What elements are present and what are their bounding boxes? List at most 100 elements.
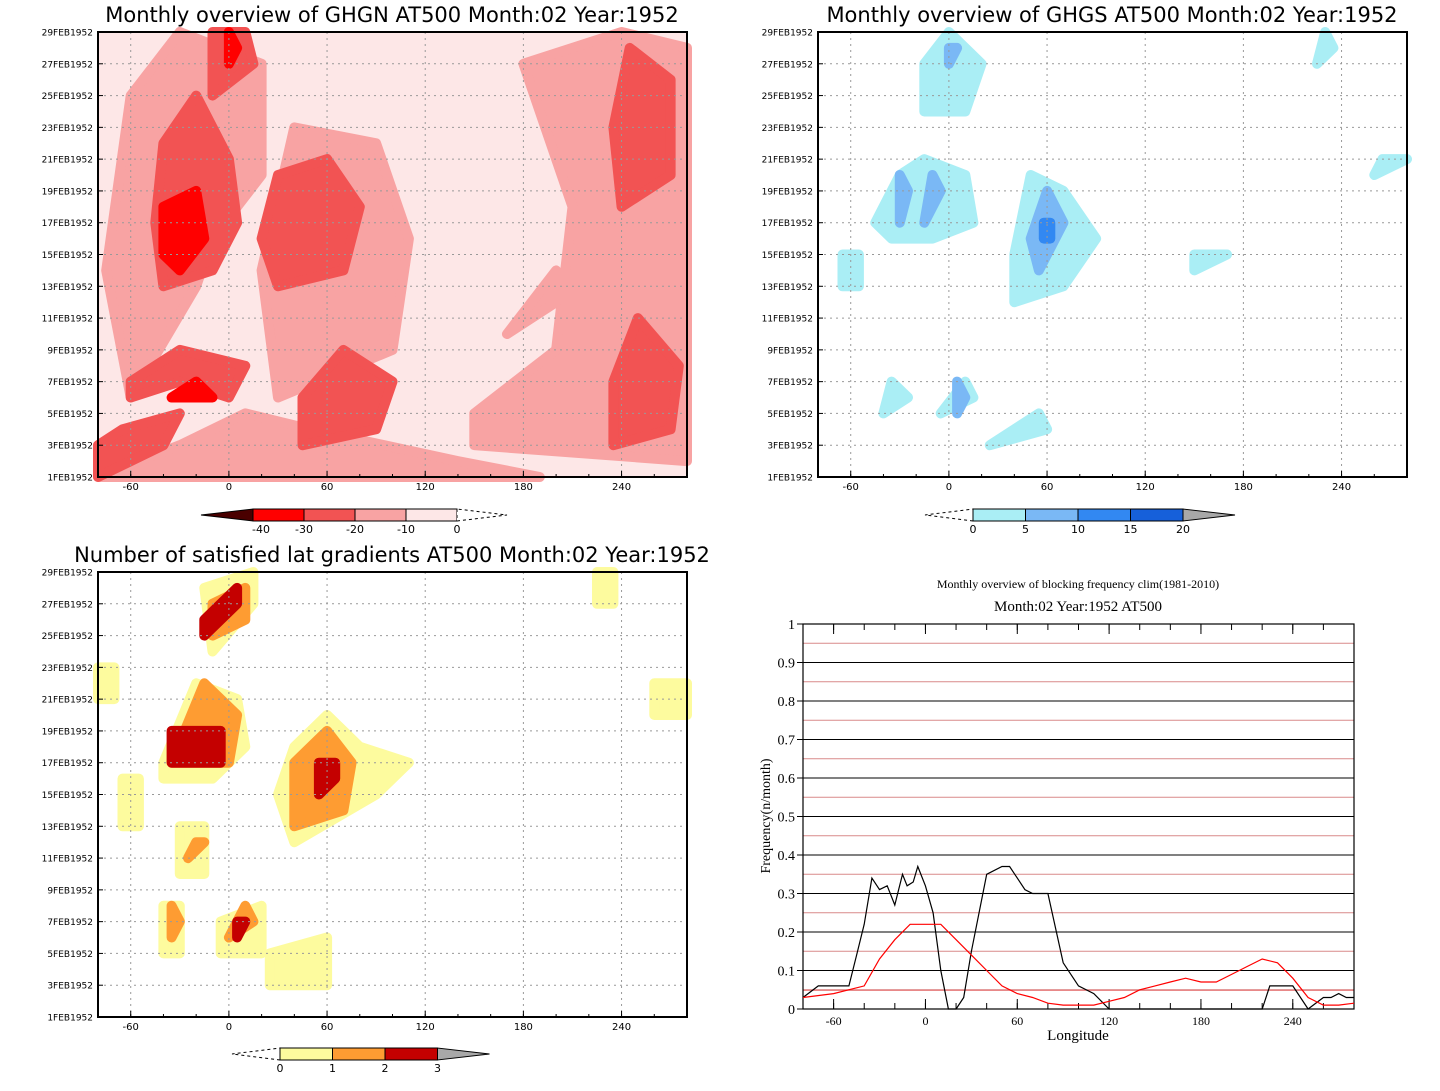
colorbar-swatch: [1025, 508, 1079, 522]
x-tick-label: 240: [612, 1022, 631, 1033]
contour-region: [984, 408, 1053, 451]
y-tick-label: 21FEB1952: [42, 156, 93, 166]
colorbar-label: 20: [1176, 523, 1190, 536]
panel-title: Number of satisfied lat gradients AT500 …: [74, 543, 710, 567]
x-tick-label: 0: [946, 482, 952, 493]
y-tick-label: 1: [788, 618, 795, 633]
x-tick-label: 60: [321, 482, 334, 493]
colorbar-arrow-high: [1182, 508, 1236, 522]
contour-region: [158, 185, 210, 276]
y-tick-label: 7FEB1952: [767, 378, 813, 388]
y-tick-label: 3FEB1952: [767, 442, 813, 452]
y-tick-label: 15FEB1952: [42, 791, 93, 801]
y-tick-label: 21FEB1952: [42, 696, 93, 706]
contour-region: [592, 567, 619, 609]
x-tick-label: 0: [226, 482, 232, 493]
colorbar-swatch: [972, 508, 1026, 522]
x-tick-label: 120: [1136, 482, 1155, 493]
colorbar-swatch: [1077, 508, 1131, 522]
contour-region: [1312, 27, 1339, 69]
y-tick-label: 19FEB1952: [42, 187, 93, 197]
contour-region: [166, 900, 185, 943]
y-tick-label: 27FEB1952: [42, 60, 93, 70]
y-tick-label: 19FEB1952: [762, 187, 813, 197]
colorbar-arrow-high: [437, 1047, 490, 1061]
y-tick-label: 25FEB1952: [762, 92, 813, 102]
y-tick-label: 25FEB1952: [42, 92, 93, 102]
panel-title: Monthly overview of GHGS AT500 Month:02 …: [826, 3, 1397, 27]
colorbar-swatch: [354, 508, 407, 522]
y-tick-label: 7FEB1952: [47, 378, 93, 388]
x-tick-label: 60: [1041, 482, 1054, 493]
y-tick-label: 13FEB1952: [42, 823, 93, 833]
chart-subtitle: Month:02 Year:1952 AT500: [994, 599, 1162, 615]
colorbar-arrow-low: [231, 1047, 281, 1061]
y-tick-label: 15FEB1952: [42, 251, 93, 261]
y-tick-label: 23FEB1952: [42, 124, 93, 134]
y-tick-label: 1FEB1952: [767, 474, 813, 484]
y-tick-label: 3FEB1952: [47, 442, 93, 452]
contour-region: [223, 27, 243, 69]
x-tick-label: 240: [1332, 482, 1351, 493]
colorbar-swatch: [303, 508, 356, 522]
x-tick-label: 0: [922, 1014, 928, 1028]
contour-region: [183, 837, 210, 864]
x-tick-label: 120: [416, 1022, 435, 1033]
panel-blocking-frequency: Monthly overview of blocking frequency c…: [759, 577, 1355, 1044]
colorbar-label: 5: [1022, 523, 1029, 536]
y-axis-label: Frequency(n/month): [759, 758, 774, 873]
y-tick-label: 17FEB1952: [762, 219, 813, 229]
y-tick-label: 5FEB1952: [767, 410, 813, 420]
y-tick-label: 17FEB1952: [42, 219, 93, 229]
y-tick-label: 13FEB1952: [42, 283, 93, 293]
colorbar-label: -40: [252, 523, 270, 536]
y-tick-label: 0.4: [778, 849, 796, 864]
y-tick-label: 3FEB1952: [47, 982, 93, 992]
colorbar-swatch: [252, 508, 305, 522]
y-tick-label: 9FEB1952: [767, 346, 813, 356]
y-tick-label: 25FEB1952: [42, 632, 93, 642]
contour-region: [93, 662, 120, 705]
y-tick-label: 0: [788, 1003, 795, 1018]
panel-ghgn: Monthly overview of GHGN AT500 Month:02 …: [42, 3, 692, 536]
x-tick-label: -60: [123, 1022, 139, 1033]
colorbar-swatch: [1130, 508, 1184, 522]
x-tick-label: 240: [1284, 1014, 1302, 1028]
series-line-black: [802, 864, 1354, 1010]
y-tick-label: 0.1: [778, 965, 796, 980]
colorbar-swatch: [279, 1047, 333, 1061]
colorbar-label: 3: [434, 1062, 441, 1075]
y-tick-label: 0.6: [778, 772, 796, 787]
y-tick-label: 9FEB1952: [47, 886, 93, 896]
y-tick-label: 11FEB1952: [762, 315, 813, 325]
colorbar: 0 1 2 3: [231, 1047, 490, 1075]
y-tick-label: 0.7: [778, 734, 796, 749]
y-tick-label: 0.3: [778, 888, 796, 903]
colorbar-swatch: [332, 1047, 386, 1061]
contour-region: [232, 916, 251, 943]
y-tick-label: 11FEB1952: [42, 855, 93, 865]
x-tick-label: 60: [321, 1022, 334, 1033]
y-tick-label: 29FEB1952: [762, 29, 813, 39]
y-tick-label: 0.9: [778, 657, 796, 672]
y-tick-label: 9FEB1952: [47, 346, 93, 356]
y-tick-label: 0.8: [778, 695, 796, 710]
x-tick-label: 180: [1234, 482, 1253, 493]
y-tick-label: 27FEB1952: [42, 600, 93, 610]
x-tick-label: 120: [416, 482, 435, 493]
contour-region: [1189, 249, 1232, 276]
y-tick-label: 27FEB1952: [762, 60, 813, 70]
colorbar-label: 0: [277, 1062, 284, 1075]
panel-title: Monthly overview of GHGN AT500 Month:02 …: [105, 3, 678, 27]
contour-region: [166, 725, 226, 768]
y-tick-label: 11FEB1952: [42, 315, 93, 325]
colorbar-swatch: [405, 508, 458, 522]
colorbar-label: 0: [454, 523, 461, 536]
contour-region: [297, 344, 398, 451]
y-tick-label: 15FEB1952: [762, 251, 813, 261]
colorbar-arrow-low: [924, 508, 974, 522]
x-tick-label: 60: [1011, 1014, 1023, 1028]
contour-region: [199, 582, 243, 641]
x-tick-label: -60: [123, 482, 139, 493]
panel-satisfied-gradients: Number of satisfied lat gradients AT500 …: [42, 543, 710, 1075]
